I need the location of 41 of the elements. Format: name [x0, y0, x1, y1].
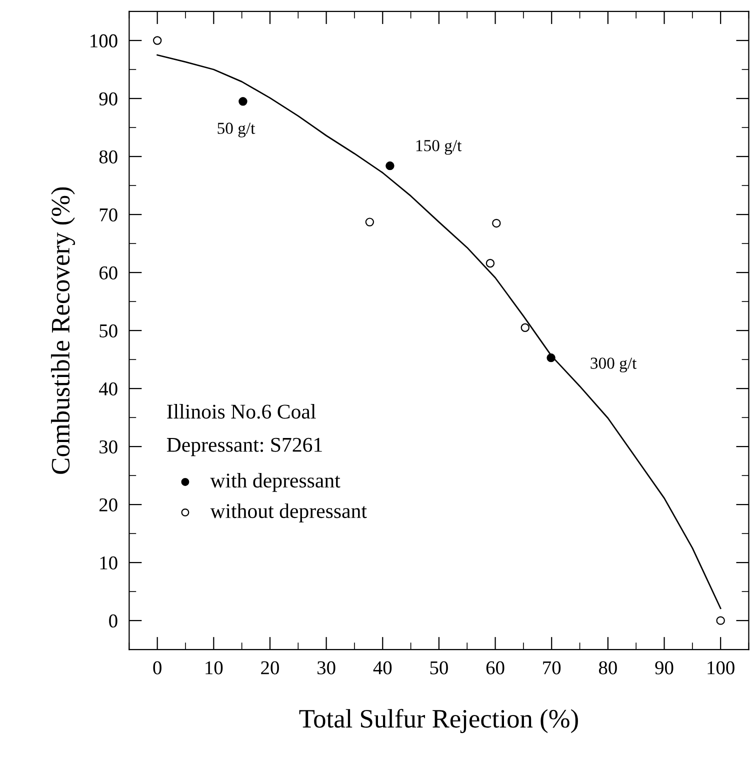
x-tick-label: 80 — [598, 661, 617, 674]
y-tick-label: 50 — [100, 324, 118, 338]
y-tick-label: 70 — [100, 208, 118, 222]
point — [492, 218, 501, 228]
y-tick-label: 80 — [99, 150, 118, 164]
x-tick-label: 100 — [708, 661, 734, 674]
line-series — [156, 54, 722, 610]
x-tick-label: 30 — [318, 661, 336, 674]
y-tick-label: 20 — [99, 498, 118, 512]
x-tick-label: 70 — [543, 661, 561, 674]
y-tick-label: 0 — [109, 614, 118, 628]
x-tick-label: 20 — [261, 661, 279, 674]
point — [152, 36, 162, 45]
point — [386, 161, 394, 170]
y-axis-title: Combustible Recovery (%) — [51, 187, 76, 474]
annotation: 300 g/t — [590, 358, 637, 372]
y-tick-label: 40 — [98, 382, 118, 396]
y-tick-label: 10 — [100, 556, 118, 570]
annotation: 150 g/t — [416, 140, 462, 155]
x-tick-label: 50 — [430, 661, 448, 674]
annotation: Illinois No.6 Coal — [167, 404, 316, 419]
point — [365, 218, 374, 226]
y-tick-label: 100 — [90, 34, 118, 48]
x-tick-label: 0 — [153, 661, 162, 674]
x-tick-label: 40 — [373, 661, 392, 674]
y-tick-label: 90 — [99, 92, 118, 106]
point — [238, 97, 248, 106]
legend-label: without depressant — [210, 503, 367, 522]
x-tick-label: 10 — [206, 661, 223, 674]
legend-label: with depressant — [210, 472, 340, 492]
annotation: 50 g/t — [218, 122, 256, 138]
point — [520, 323, 530, 332]
y-tick-label: 60 — [99, 266, 118, 280]
x-tick-label: 60 — [486, 661, 504, 674]
x-axis-title: Total Sulfur Rejection (%) — [299, 708, 578, 734]
y-tick-label: 30 — [100, 440, 118, 454]
annotation: Depressant: S7261 — [166, 438, 322, 456]
point — [486, 258, 495, 268]
point — [716, 616, 725, 625]
point — [546, 353, 556, 362]
x-tick-label: 90 — [655, 661, 674, 674]
